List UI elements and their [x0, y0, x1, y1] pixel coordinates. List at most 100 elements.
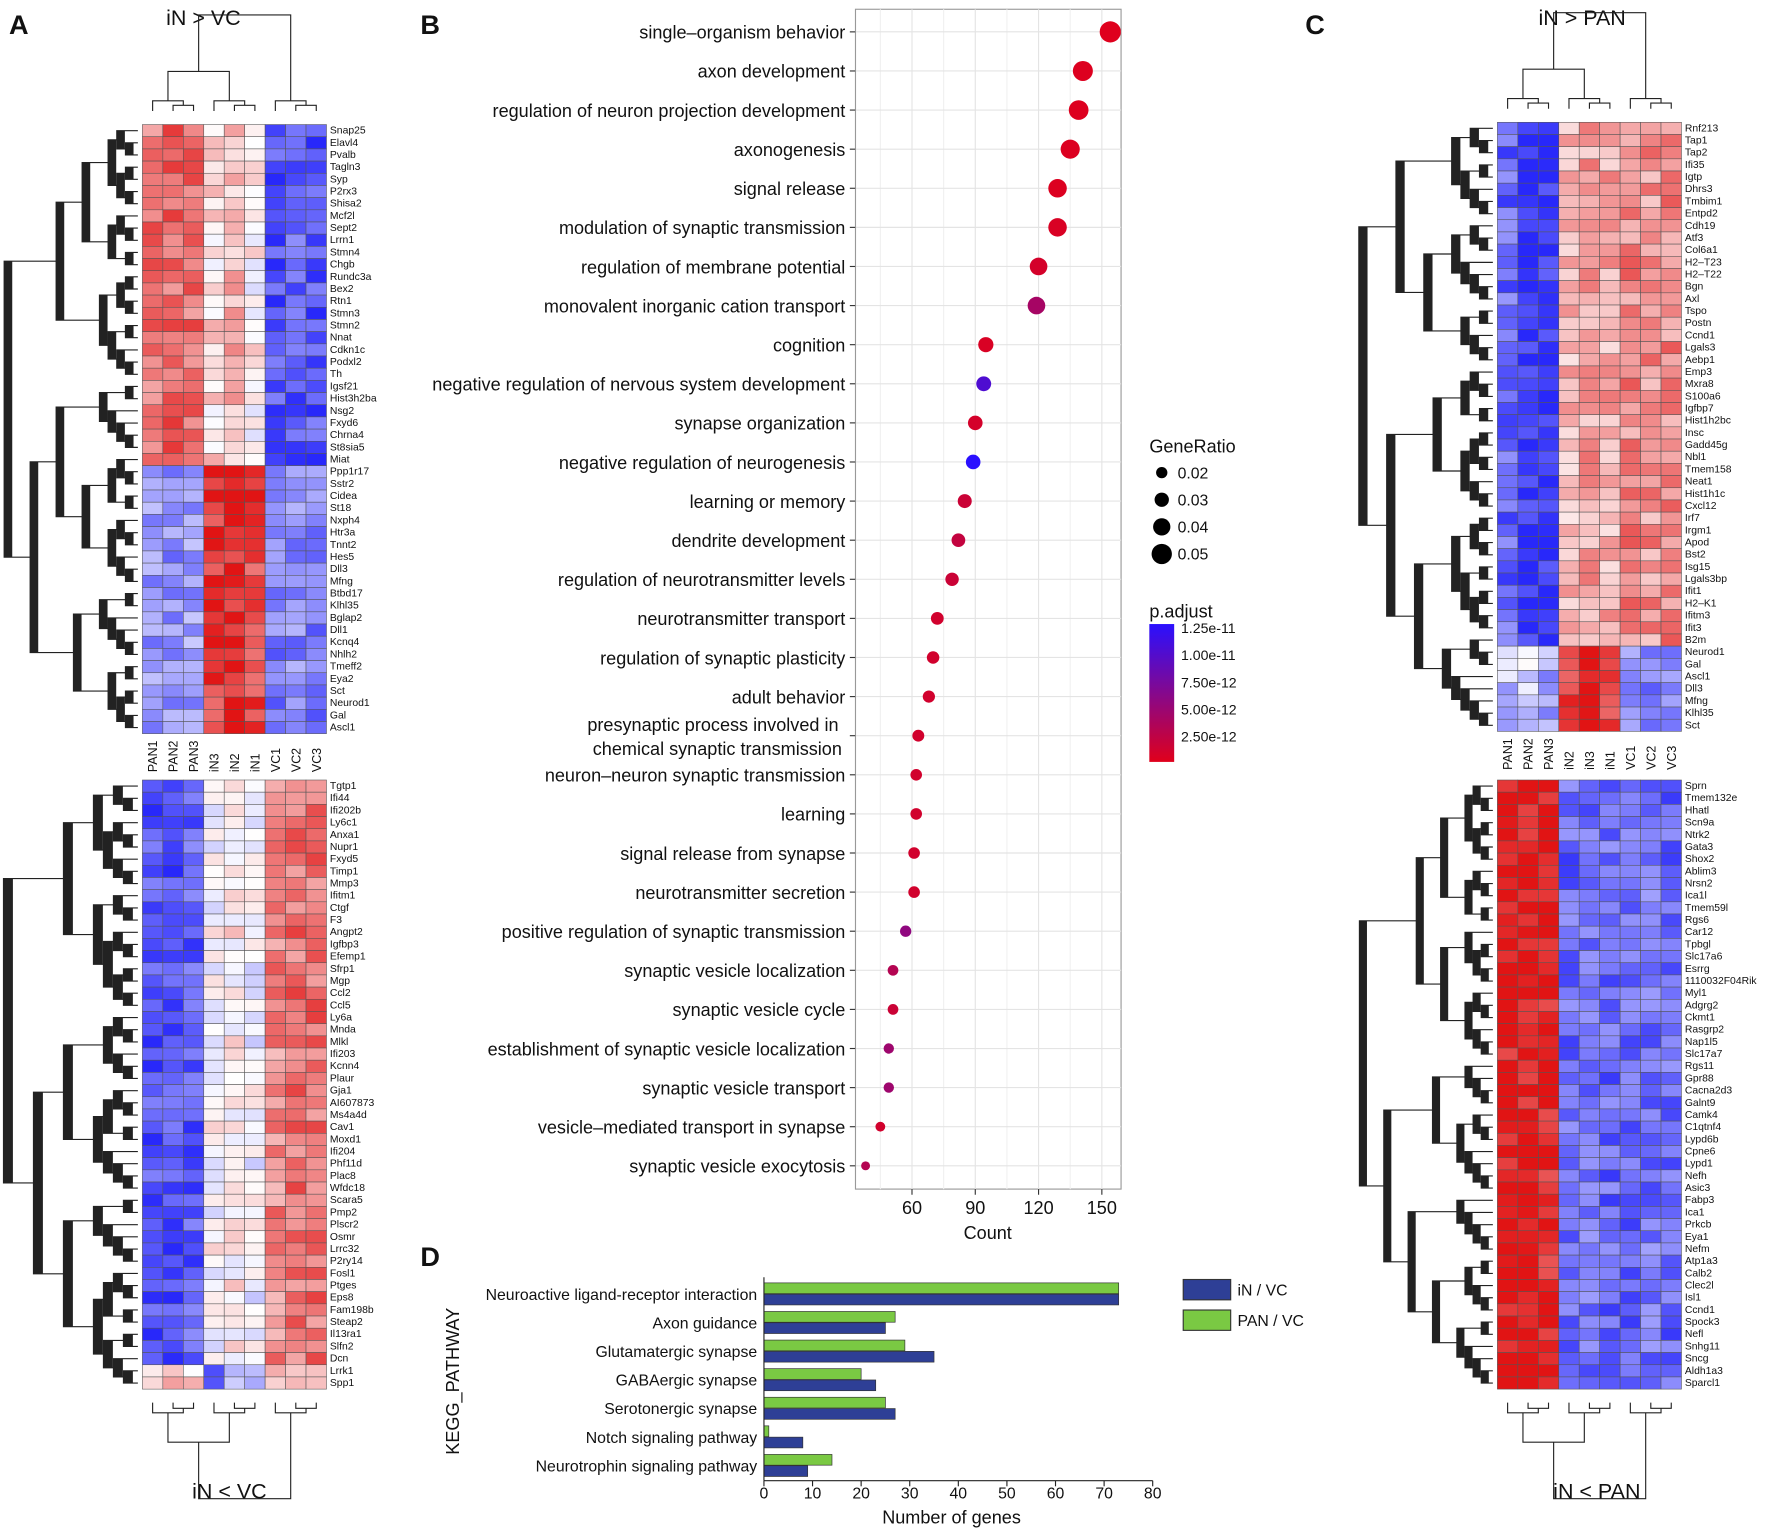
heatmap-cell — [1578, 146, 1600, 160]
dendrogram-branch — [102, 940, 118, 988]
heatmap-cell — [1578, 584, 1600, 598]
heatmap-cell — [244, 440, 266, 454]
gene-label: Prkcb — [1685, 1220, 1712, 1231]
heatmap-cell — [162, 1157, 184, 1171]
gene-label: Slfn2 — [330, 1341, 354, 1352]
heatmap-cell — [264, 1352, 286, 1366]
heatmap-cell — [305, 1267, 327, 1280]
heatmap-cell — [244, 1072, 266, 1085]
heatmap-cell — [1660, 938, 1682, 951]
barchart-panel-d: Number of genes KEGG_PATHWAY Neuroactive… — [443, 1277, 1304, 1528]
heatmap-cell — [1640, 304, 1662, 318]
heatmap-cell — [264, 1364, 286, 1378]
heatmap-cell — [1619, 1218, 1641, 1232]
heatmap-cell — [264, 587, 286, 600]
dendrogram-branch — [92, 1205, 128, 1236]
heatmap-cell — [1497, 889, 1519, 903]
heatmap-cell — [1599, 304, 1621, 318]
heatmap-cell — [183, 1193, 205, 1207]
heatmap-cell — [162, 306, 184, 320]
heatmap-cell — [1619, 694, 1641, 708]
dendrogram-branch — [102, 831, 118, 869]
heatmap-cell — [1599, 1364, 1621, 1378]
heatmap-cell — [244, 209, 266, 223]
heatmap-cell — [1660, 816, 1682, 830]
gene-label: H2–T23 — [1685, 257, 1722, 268]
heatmap-cell — [142, 355, 164, 369]
heatmap-cell — [1599, 1169, 1621, 1183]
heatmap-cell — [183, 1157, 205, 1171]
gene-label: Rasgrp2 — [1685, 1025, 1724, 1036]
term-label: dendrite development — [671, 531, 845, 551]
heatmap-cell — [264, 246, 286, 259]
heatmap-cell — [142, 331, 164, 345]
heatmap-cell — [1538, 1096, 1560, 1110]
heatmap-cell — [142, 1120, 164, 1134]
gene-label: Igfbp7 — [1685, 404, 1714, 415]
heatmap-cell — [1517, 414, 1539, 428]
heatmap-cell — [1517, 219, 1539, 233]
heatmap-cell — [1660, 390, 1682, 403]
heatmap-cell — [183, 974, 205, 988]
heatmap-cell — [1640, 645, 1662, 659]
heatmap-cell — [1640, 487, 1662, 501]
heatmap-cell — [142, 526, 164, 540]
heatmap-panel-a: iN > VC iN < VC Snap25Elavl4PvalbTagln3S… — [2, 6, 377, 1504]
heatmap-cell — [1660, 292, 1682, 306]
heatmap-cell — [1599, 463, 1621, 476]
heatmap-cell — [183, 392, 205, 406]
heatmap-cell — [1538, 852, 1560, 866]
heatmap-cell — [1660, 572, 1682, 586]
heatmap-cell — [1660, 1279, 1682, 1292]
heatmap-cell — [244, 1303, 266, 1317]
term-label: signal release from synapse — [620, 844, 845, 864]
heatmap-cell — [223, 185, 245, 198]
gene-label: Bgn — [1685, 282, 1704, 293]
gene-label: Sparcl1 — [1685, 1378, 1720, 1389]
heatmap-cell — [162, 428, 184, 442]
heatmap-cell — [183, 840, 205, 854]
heatmap-cell — [162, 962, 184, 976]
column-label: iN2 — [228, 753, 242, 772]
heatmap-cell — [1538, 170, 1560, 184]
heatmap-cell — [305, 998, 327, 1012]
heatmap-cell — [142, 575, 164, 588]
heatmap-cell — [1599, 268, 1621, 281]
heatmap-cell — [1497, 706, 1519, 720]
heatmap-cell — [1599, 1267, 1621, 1280]
gene-label: St18 — [330, 503, 352, 514]
heatmap-cell — [1517, 938, 1539, 951]
heatmap-cell — [183, 1133, 205, 1146]
heatmap-cell — [203, 648, 225, 661]
term-label: modulation of synaptic transmission — [559, 218, 845, 238]
heatmap-cell — [203, 986, 225, 1000]
heatmap-cell — [285, 828, 307, 842]
dendrogram-branch — [122, 1126, 138, 1140]
heatmap-cell — [1640, 438, 1662, 452]
bar-in-vc — [763, 1465, 809, 1477]
dendrogram-branch — [92, 794, 118, 851]
bar-pan-vc — [763, 1396, 886, 1409]
heatmap-cell — [1497, 633, 1519, 647]
heatmap-cell — [1497, 365, 1519, 379]
heatmap-cell — [1497, 1279, 1519, 1292]
heatmap-cell — [1660, 974, 1682, 988]
gene-label: Fabp3 — [1685, 1195, 1715, 1206]
heatmap-cell — [223, 1072, 245, 1085]
heatmap-cell — [1578, 1072, 1600, 1085]
heatmap-cell — [1640, 463, 1662, 476]
gene-label: Ccl2 — [330, 988, 351, 999]
heatmap-cell — [244, 1279, 266, 1292]
dotplot-panel-b: Count GeneRatio p.adjust single–organism… — [432, 8, 1237, 1243]
heatmap-cell — [244, 1133, 266, 1146]
heatmap-cell — [1599, 231, 1621, 245]
heatmap-cell — [1578, 828, 1600, 842]
heatmap-cell — [183, 1145, 205, 1158]
heatmap-cell — [285, 660, 307, 674]
heatmap-cell — [1578, 1133, 1600, 1146]
heatmap-cell — [1538, 1352, 1560, 1366]
heatmap-cell — [203, 1035, 225, 1049]
heatmap-cell — [203, 828, 225, 842]
heatmap-cell — [1660, 1364, 1682, 1378]
heatmap-cell — [1497, 1315, 1519, 1329]
